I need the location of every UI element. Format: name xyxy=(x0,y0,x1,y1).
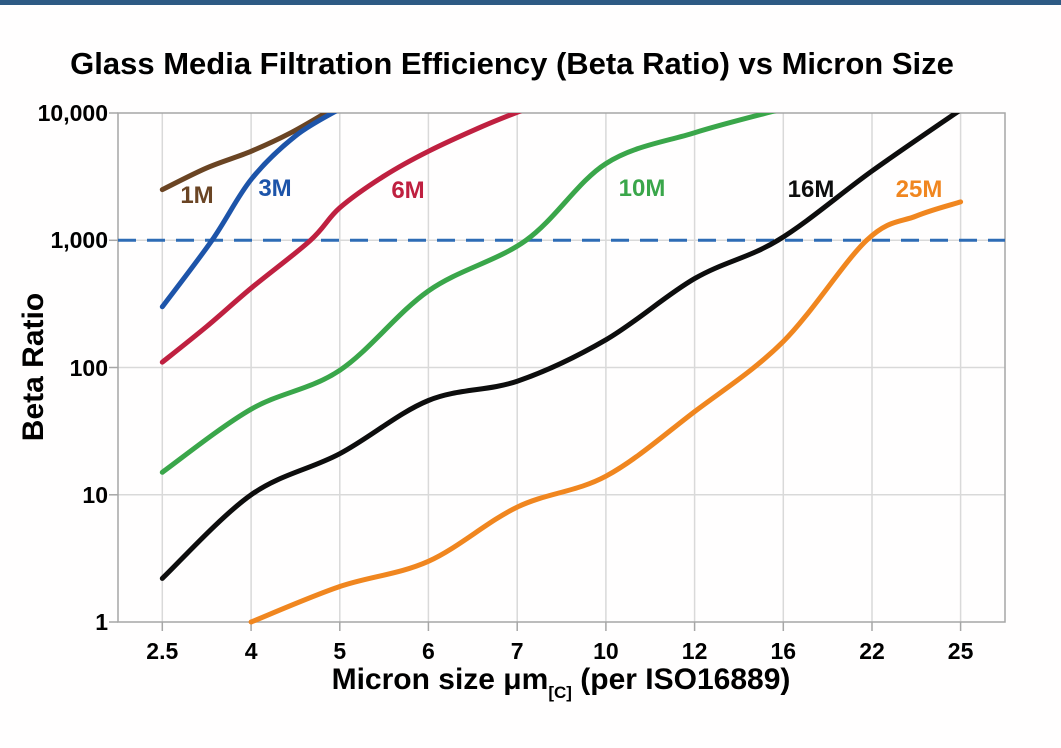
x-tick-label-10: 10 xyxy=(593,638,619,664)
series-curve-6M xyxy=(159,113,523,365)
x-tick-label-5: 5 xyxy=(333,638,347,664)
series-label-16M: 16M xyxy=(787,176,835,203)
series-curve-1M xyxy=(159,113,331,193)
x-axis-title: Micron size μm[C] (per ISO16889) xyxy=(161,661,961,705)
x-axis-title-prefix: Micron size μm xyxy=(331,663,549,696)
y-tick-label-10: 10 xyxy=(82,481,108,508)
y-tick-label-10,000: 10,000 xyxy=(37,100,108,126)
y-tick-label-1: 1 xyxy=(95,609,108,635)
series-curve-16M xyxy=(159,113,961,581)
x-tick-label-22: 22 xyxy=(859,638,885,664)
top-accent-bar xyxy=(0,0,1061,5)
x-tick-label-25: 25 xyxy=(947,638,974,664)
series-label-3M: 3M xyxy=(258,175,292,202)
chart-title: Glass Media Filtration Efficiency (Beta … xyxy=(70,46,954,81)
y-tick-label-1,000: 1,000 xyxy=(50,227,108,254)
x-tick-label-4: 4 xyxy=(244,638,258,664)
x-tick-label-2.5: 2.5 xyxy=(146,638,179,664)
series-label-10M: 10M xyxy=(618,175,666,202)
y-axis-title: Beta Ratio xyxy=(17,292,50,442)
x-tick-label-16: 16 xyxy=(770,638,797,664)
x-axis-title-suffix: (per ISO16889) xyxy=(571,663,791,696)
x-axis-title-subscript: [C] xyxy=(548,683,572,702)
series-label-6M: 6M xyxy=(391,177,425,204)
x-tick-label-6: 6 xyxy=(421,638,435,664)
series-label-25M: 25M xyxy=(895,176,943,203)
series-curve-10M xyxy=(159,113,777,475)
series-curve-3M xyxy=(159,113,338,310)
series-curve-25M xyxy=(248,199,964,625)
x-tick-label-12: 12 xyxy=(681,638,708,664)
x-tick-label-7: 7 xyxy=(510,638,524,664)
y-tick-label-100: 100 xyxy=(69,354,108,381)
series-label-1M: 1M xyxy=(180,182,214,209)
